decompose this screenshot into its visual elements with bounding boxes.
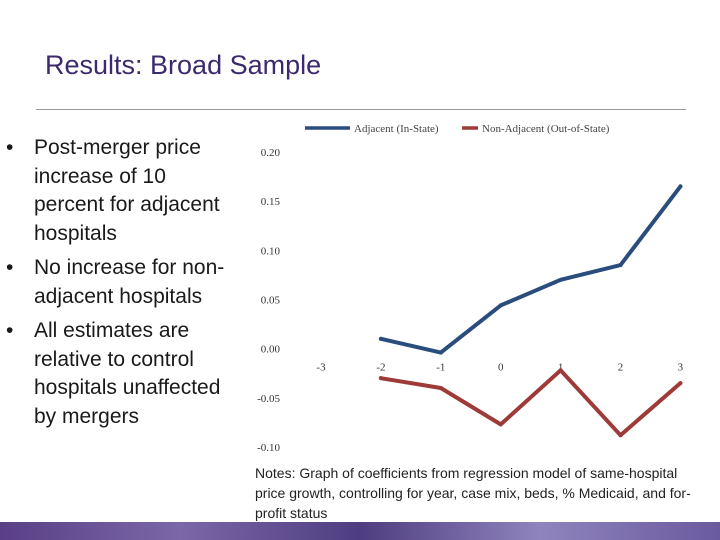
- bullet-marker: •: [6, 136, 14, 159]
- data-point: [678, 381, 683, 386]
- footer-band: [0, 522, 720, 540]
- x-tick-label: 0: [498, 362, 504, 374]
- data-point: [438, 350, 443, 355]
- y-tick-label: 0.05: [261, 295, 281, 307]
- data-point: [498, 422, 503, 427]
- data-point: [498, 303, 503, 308]
- y-tick-label: 0.10: [261, 245, 281, 257]
- legend-label: Adjacent (In-State): [354, 123, 439, 135]
- bullet-text: No increase for non-adjacent hospitals: [34, 256, 225, 308]
- slide-title: Results: Broad Sample: [45, 50, 322, 80]
- data-point: [678, 184, 683, 189]
- x-tick-label: 3: [678, 362, 684, 374]
- data-point: [438, 386, 443, 390]
- x-tick-label: 1: [558, 362, 564, 374]
- line-chart: 0.20 0.15 0.10 0.05 0.00 -0.05 -0.10 -3 -2 -1 0 1 2 3…: [240, 112, 720, 462]
- data-point: [378, 336, 383, 341]
- x-tick-label: -3: [316, 362, 326, 374]
- data-point: [378, 376, 383, 381]
- title-divider: [36, 109, 686, 110]
- y-tick-label: 0.15: [261, 196, 281, 208]
- bullet-text: All estimates are relative to control ho…: [34, 319, 221, 428]
- series-line-non-adjacent: [378, 368, 683, 438]
- bullet-item: • No increase for non-adjacent hospitals: [6, 254, 231, 311]
- y-tick-label: -0.10: [257, 442, 280, 454]
- series-line-adjacent: [378, 184, 683, 355]
- data-point: [558, 277, 563, 282]
- x-tick-label: -2: [376, 362, 385, 374]
- bullet-text: Post-merger price increase of 10 percent…: [34, 136, 220, 245]
- bullet-marker: •: [6, 319, 14, 342]
- legend-label: Non-Adjacent (Out-of-State): [482, 123, 610, 135]
- data-point: [618, 263, 623, 268]
- bullet-marker: •: [6, 256, 14, 279]
- chart-notes: Notes: Graph of coefficients from regres…: [255, 465, 691, 521]
- x-tick-label: -1: [436, 362, 445, 374]
- data-point: [618, 433, 623, 438]
- bullet-item: • All estimates are relative to control …: [6, 317, 231, 431]
- y-tick-label: 0.20: [261, 147, 281, 159]
- bullet-item: • Post-merger price increase of 10 perce…: [6, 134, 231, 248]
- chart-svg: 0.20 0.15 0.10 0.05 0.00 -0.05 -0.10 -3 -2 -1 0 1 2 3…: [257, 123, 684, 454]
- x-tick-label: 2: [618, 362, 624, 374]
- data-point: [558, 368, 563, 373]
- y-tick-label: 0.00: [261, 344, 281, 356]
- y-tick-label: -0.05: [257, 393, 280, 405]
- bullet-list: • Post-merger price increase of 10 perce…: [6, 134, 231, 437]
